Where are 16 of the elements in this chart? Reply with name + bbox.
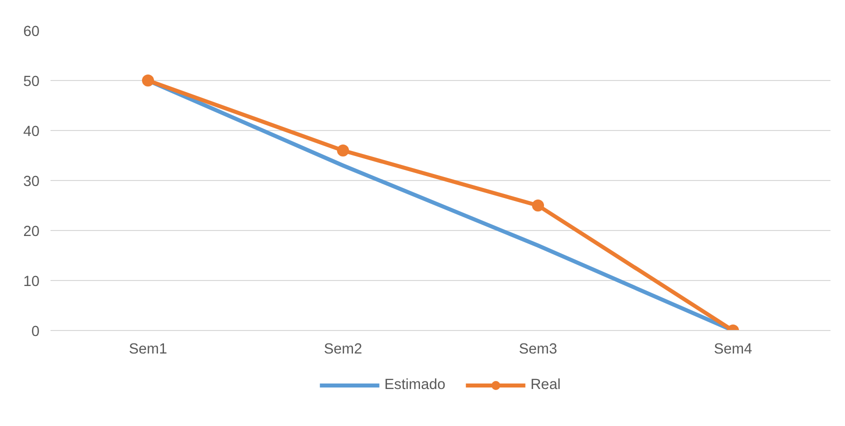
y-tick-label: 30 [23, 174, 40, 190]
point [532, 200, 544, 212]
y-tick-label: 40 [23, 124, 40, 140]
y-tick-label: 0 [31, 324, 40, 340]
legend-label: Estimado [384, 377, 446, 393]
x-tick-label: Sem2 [324, 342, 362, 358]
x-tick-label: Sem3 [518, 342, 558, 358]
x-tick-label: Sem1 [128, 342, 168, 358]
y-tick-label: 10 [23, 274, 40, 290]
x-tick-label: Sem4 [714, 342, 752, 358]
legend-label: Real [530, 377, 561, 393]
y-tick-label: 50 [23, 74, 40, 90]
y-tick-label: 20 [23, 224, 40, 240]
point [142, 74, 154, 86]
y-tick-label: 60 [23, 24, 40, 40]
point [337, 144, 349, 156]
